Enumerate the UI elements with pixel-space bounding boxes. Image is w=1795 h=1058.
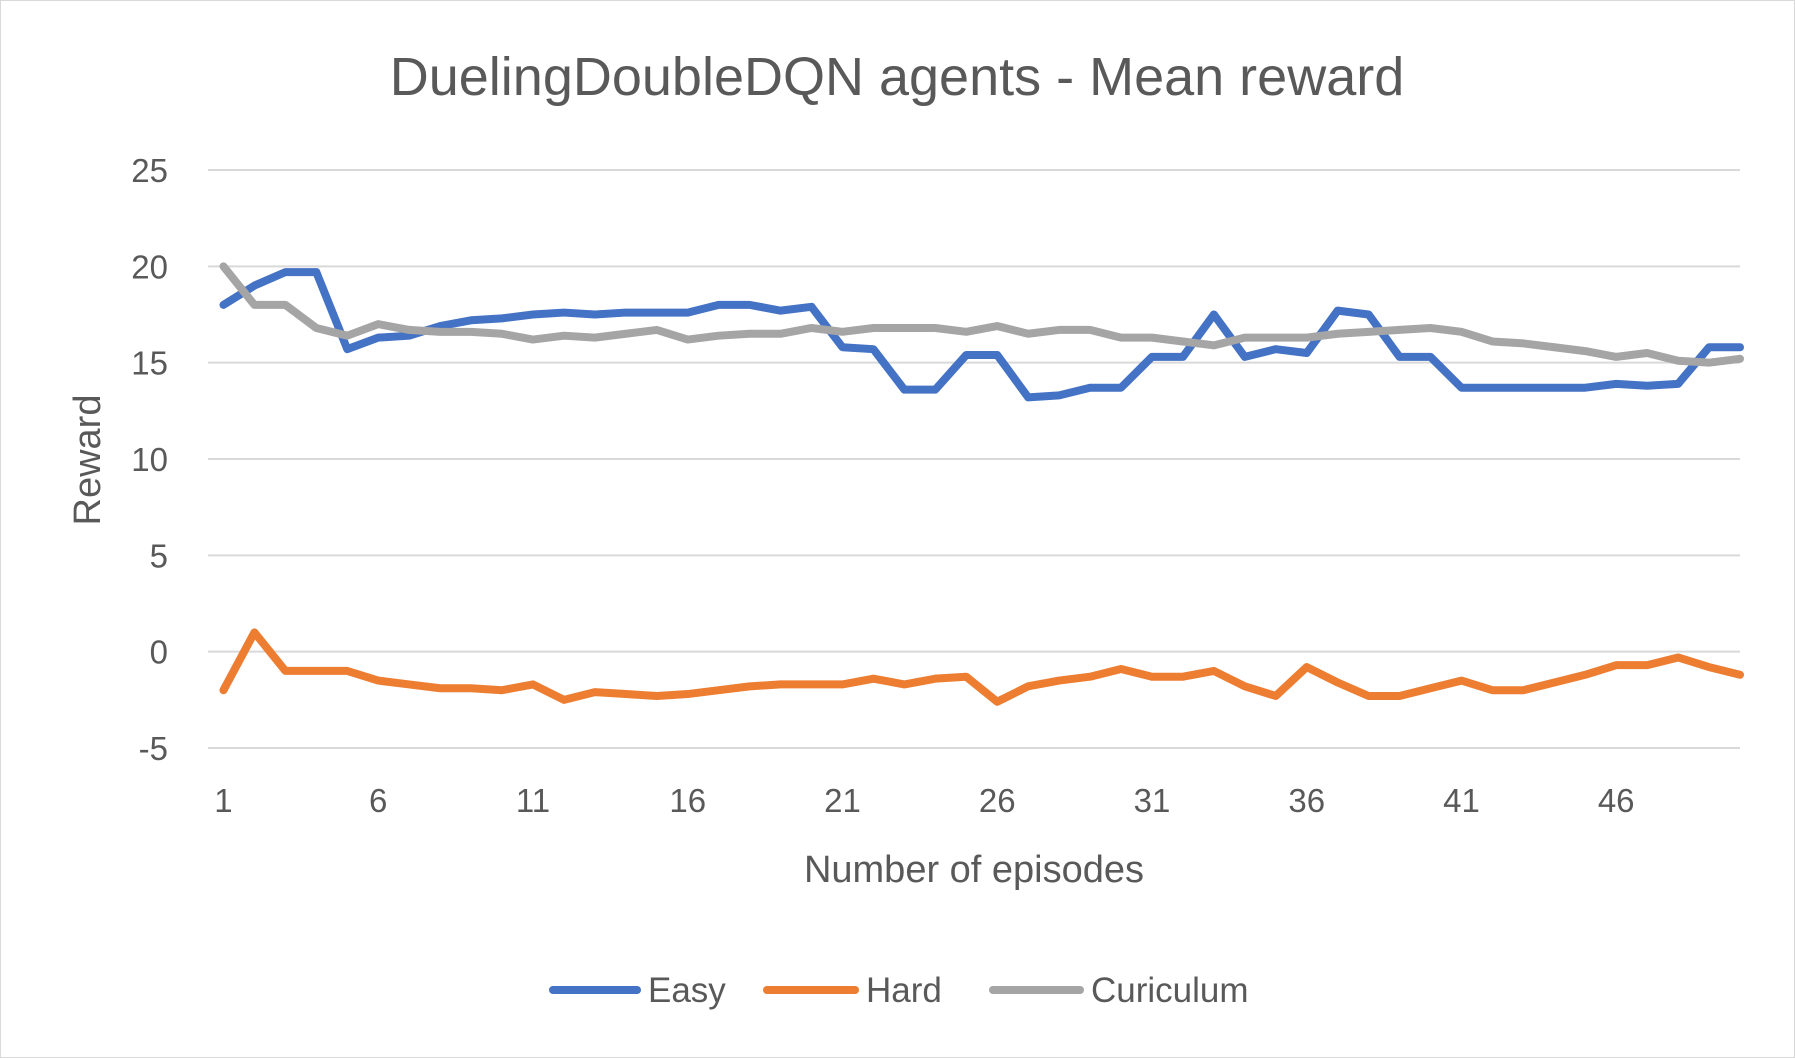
x-tick-label: 1 — [214, 782, 232, 819]
y-tick-label: -5 — [139, 730, 168, 767]
x-tick-label: 31 — [1134, 782, 1171, 819]
legend-item-hard: Hard — [763, 971, 942, 1010]
y-tick-label: 10 — [131, 441, 168, 478]
legend-label: Curiculum — [1091, 971, 1249, 1010]
y-tick-label: 15 — [131, 345, 168, 382]
x-tick-label: 16 — [669, 782, 706, 819]
y-axis-ticks: 25 20 15 10 5 0 -5 — [131, 152, 168, 767]
legend-item-easy: Easy — [549, 971, 726, 1010]
series-line-curiculum — [219, 262, 1744, 367]
legend: Easy Hard Curiculum — [549, 971, 1249, 1010]
x-tick-label: 26 — [979, 782, 1016, 819]
chart-title: DuelingDoubleDQN agents - Mean reward — [390, 47, 1405, 107]
x-axis-ticks: 1 6 11 16 21 26 31 36 41 46 — [214, 782, 1634, 819]
series-line-easy — [219, 268, 1744, 402]
legend-label: Easy — [648, 971, 726, 1010]
x-tick-label: 46 — [1598, 782, 1635, 819]
gridlines — [208, 169, 1740, 749]
x-axis-title: Number of episodes — [804, 849, 1144, 891]
x-tick-label: 11 — [516, 782, 550, 819]
series-lines — [219, 262, 1744, 706]
series-line-hard — [219, 628, 1744, 706]
legend-label: Hard — [866, 971, 942, 1010]
x-tick-label: 41 — [1443, 782, 1480, 819]
y-axis-title: Reward — [67, 395, 109, 526]
x-tick-label: 6 — [369, 782, 387, 819]
y-tick-label: 5 — [150, 537, 168, 574]
y-tick-label: 25 — [131, 152, 168, 189]
legend-item-curiculum: Curiculum — [989, 971, 1249, 1010]
x-tick-label: 21 — [824, 782, 861, 819]
y-tick-label: 0 — [150, 634, 168, 671]
x-tick-label: 36 — [1288, 782, 1325, 819]
y-tick-label: 20 — [131, 248, 168, 285]
